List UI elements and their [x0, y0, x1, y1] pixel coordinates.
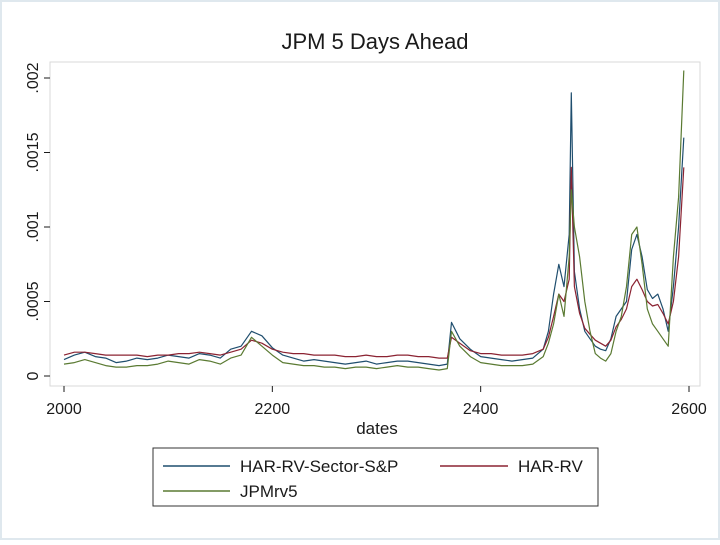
y-tick-label: .001 [25, 211, 42, 242]
x-tick-label: 2400 [463, 401, 499, 418]
x-tick-label: 2200 [255, 401, 291, 418]
y-tick-label: 0 [25, 371, 42, 380]
y-tick-label: .0005 [25, 281, 42, 321]
x-tick-label: 2600 [671, 401, 707, 418]
y-tick-label: .0015 [25, 132, 42, 172]
legend-label-har-rv-sector-s-p: HAR-RV-Sector-S&P [240, 457, 398, 476]
y-tick-label: .002 [25, 62, 42, 93]
legend-label-har-rv: HAR-RV [518, 457, 584, 476]
y-axis: 0 .0005 .001 .0015 .002 [25, 62, 50, 380]
legend-label-jpmrv5: JPMrv5 [240, 482, 298, 501]
x-axis-label: dates [356, 419, 398, 438]
legend: HAR-RV-Sector-S&P HAR-RV JPMrv5 [152, 447, 599, 507]
x-tick-label: 2000 [46, 401, 82, 418]
series-layer [63, 70, 685, 371]
x-axis: 2000 2200 2400 2600 [46, 386, 707, 418]
plot-area [49, 61, 701, 387]
chart-title: JPM 5 Days Ahead [281, 29, 468, 54]
series-line-jpmrv5 [63, 70, 685, 371]
series-line-har-rv-sector-s-p [63, 92, 685, 367]
legend-items: HAR-RV-Sector-S&P HAR-RV JPMrv5 [163, 457, 584, 501]
legend-box [152, 447, 599, 507]
